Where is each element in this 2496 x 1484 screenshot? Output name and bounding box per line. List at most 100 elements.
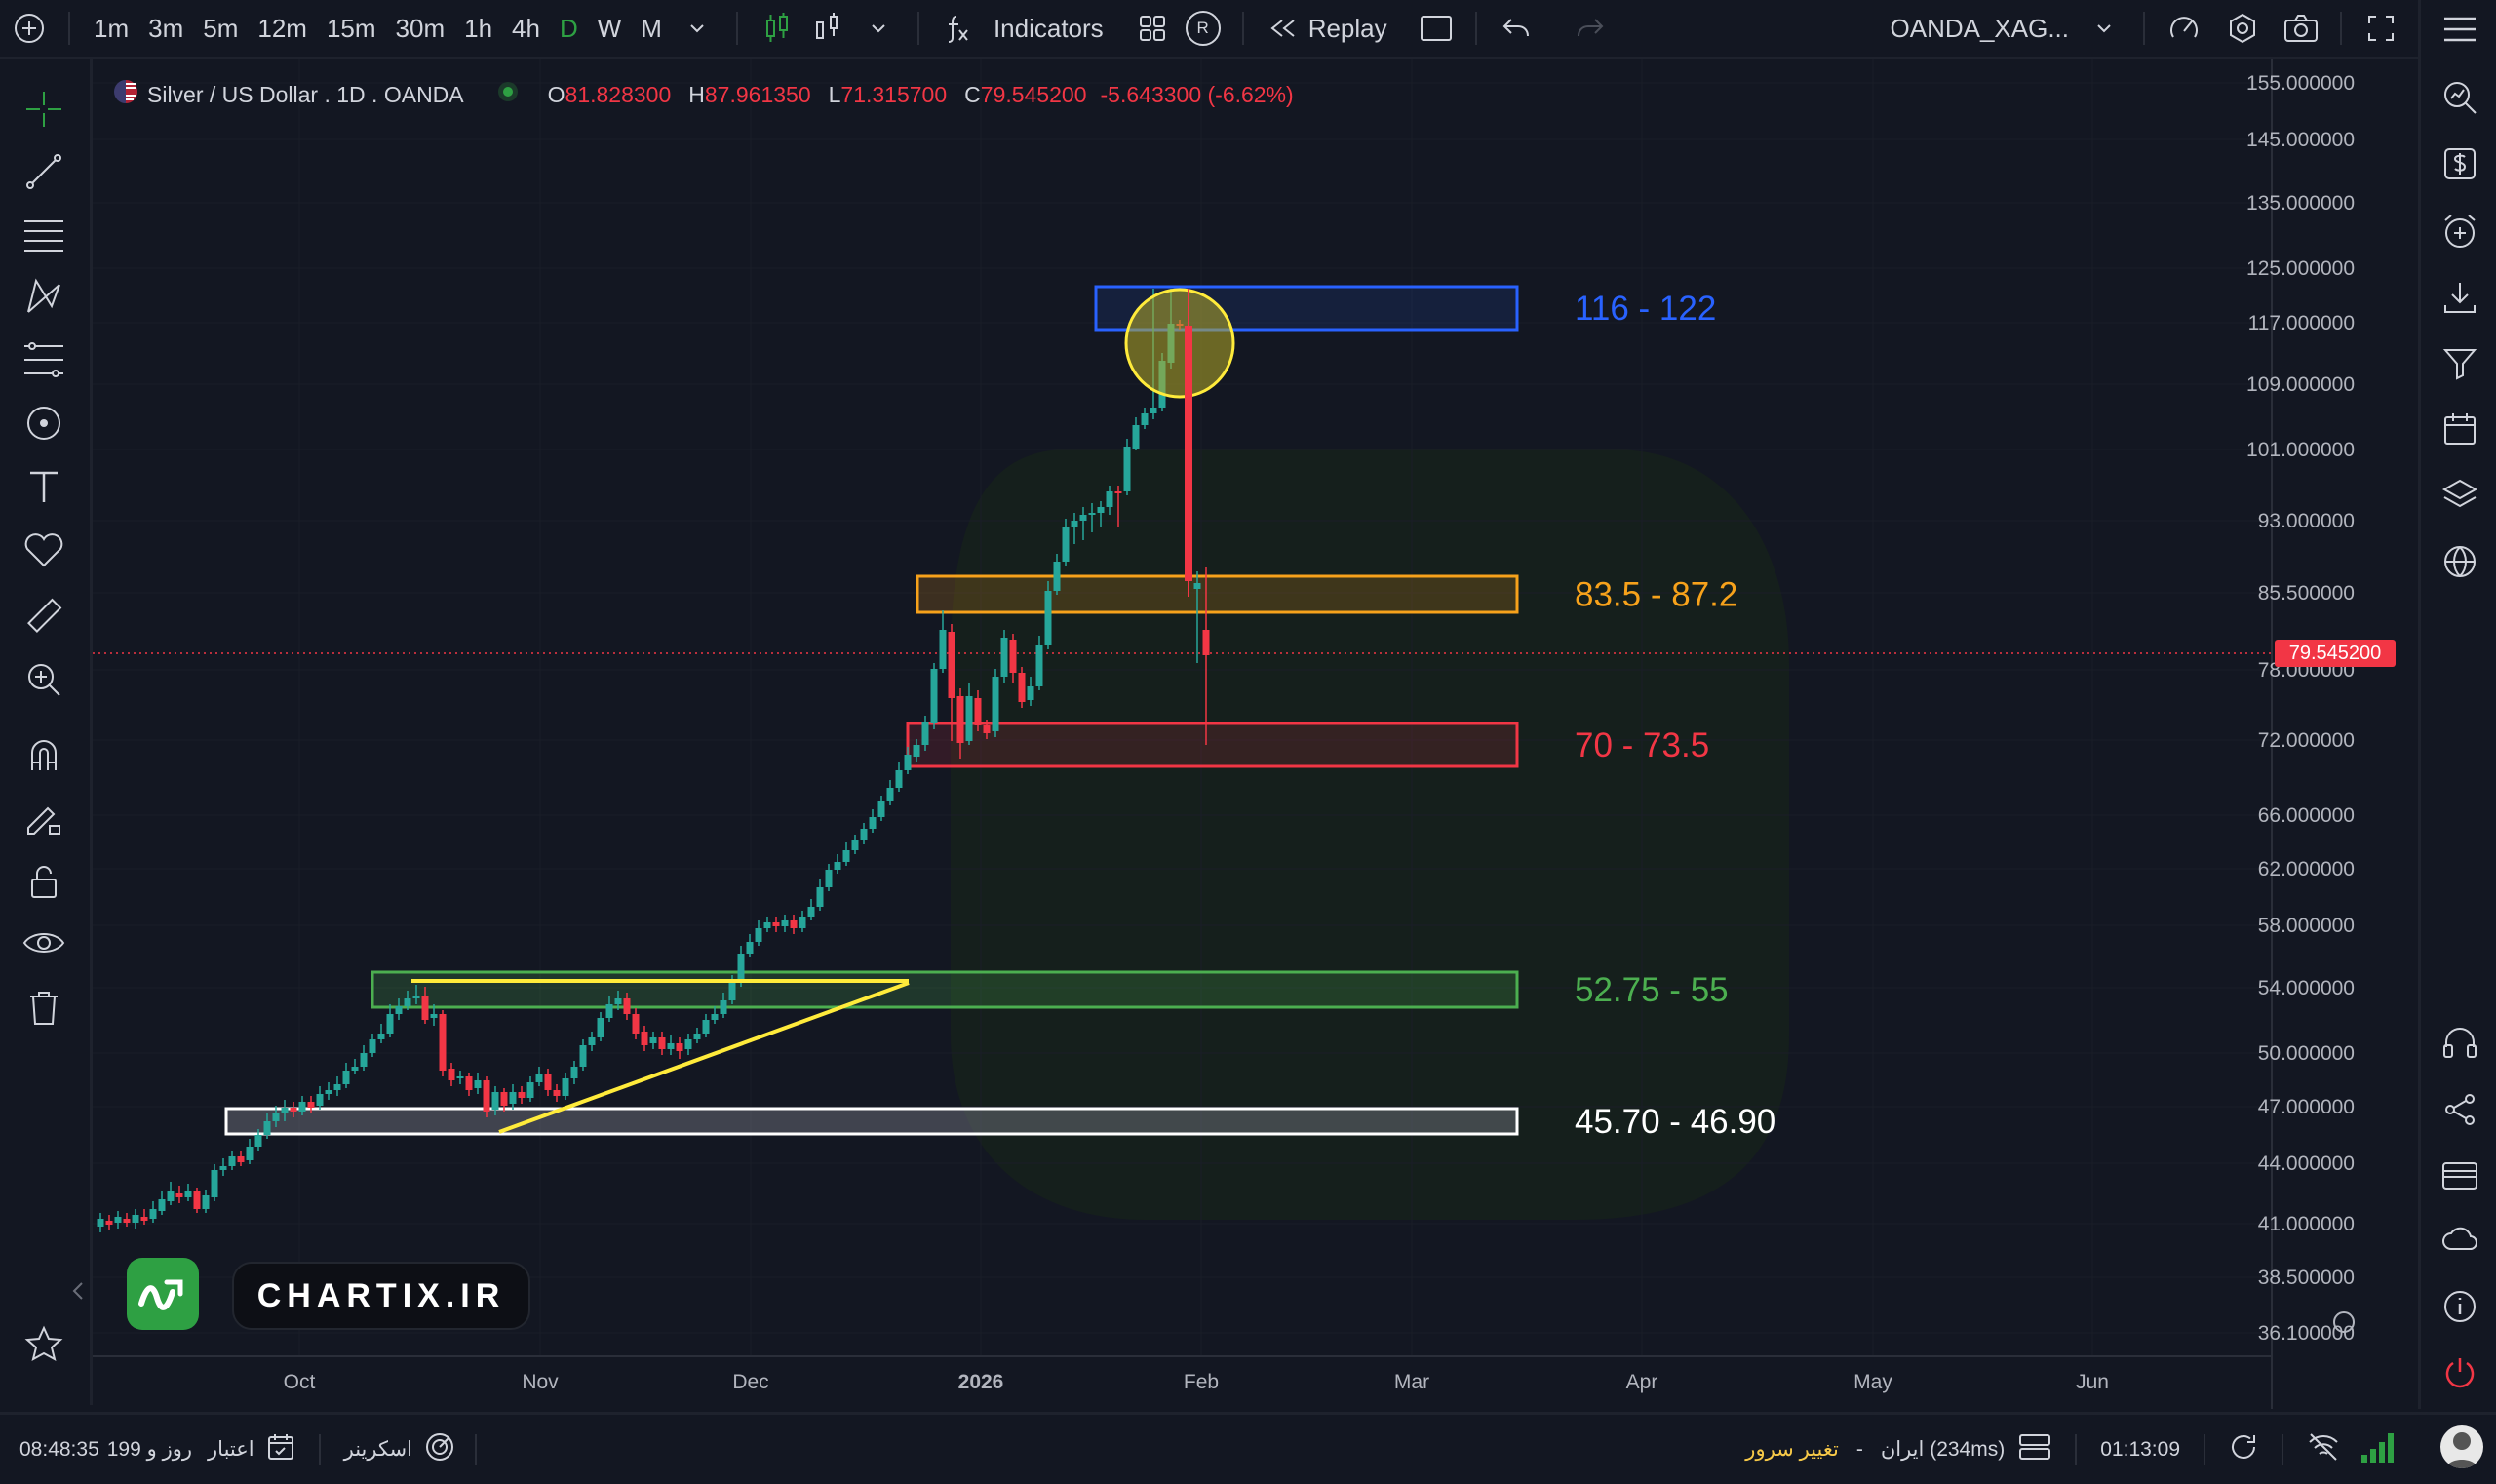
radar-icon[interactable] (424, 1431, 455, 1468)
crosshair-icon[interactable] (21, 87, 66, 132)
wifi-off-icon[interactable] (2307, 1432, 2340, 1467)
tf-w[interactable]: W (597, 13, 622, 43)
symbol-select[interactable]: OANDA_XAG... (1890, 13, 2070, 43)
price-axis-label: 109.000000 (2246, 373, 2355, 396)
price-axis-label: 36.100000 (2258, 1322, 2355, 1345)
globe-icon[interactable] (2438, 540, 2481, 583)
candle-body (904, 755, 912, 770)
bars-icon[interactable] (808, 9, 847, 48)
layers-icon[interactable] (2438, 474, 2481, 517)
r-badge[interactable]: R (1184, 9, 1223, 48)
chevron-down-icon[interactable] (678, 9, 717, 48)
signal-bars-icon[interactable] (2360, 1429, 2398, 1470)
chart-canvas[interactable]: 155.000000 145.000000 135.000000 125.000000… (93, 59, 2418, 1409)
price-axis-label: 41.000000 (2258, 1213, 2355, 1235)
price-axis-label: 58.000000 (2258, 915, 2355, 937)
tf-1h[interactable]: 1h (464, 13, 493, 43)
lock-icon[interactable] (21, 859, 66, 904)
share-icon[interactable] (2438, 1088, 2481, 1131)
search-analytics-icon[interactable] (2438, 76, 2481, 119)
chevron-down-icon[interactable] (859, 9, 898, 48)
chart-area[interactable]: 155.000000 145.000000 135.000000 125.000000… (93, 59, 2418, 1409)
zoom-in-icon[interactable] (21, 657, 66, 702)
candle-body (1079, 515, 1087, 521)
undo-icon[interactable] (1497, 9, 1536, 48)
candles-icon[interactable] (758, 9, 797, 48)
time-axis-label: Apr (1626, 1371, 1658, 1393)
ruler-icon[interactable] (21, 594, 66, 639)
tf-15m[interactable]: 15m (326, 13, 376, 43)
user-avatar[interactable] (2440, 1425, 2483, 1468)
candle-body (623, 998, 631, 1014)
indicators-button[interactable]: Indicators (993, 13, 1104, 43)
headset-icon[interactable] (2438, 1022, 2481, 1065)
candle-body (570, 1067, 578, 1078)
tf-d[interactable]: D (559, 13, 578, 43)
replay-button[interactable]: Replay (1307, 13, 1387, 43)
time-axis-label: Dec (732, 1371, 768, 1393)
candle-body (474, 1080, 482, 1088)
candle-body (263, 1121, 271, 1135)
change-server-link[interactable]: تغییر سرور (1745, 1438, 1839, 1461)
menu-icon[interactable] (2438, 8, 2481, 51)
tf-1m[interactable]: 1m (94, 13, 130, 43)
screener-button[interactable]: اسکرینر (343, 1438, 412, 1461)
candle-body (211, 1170, 218, 1197)
calendar-icon[interactable] (2438, 408, 2481, 450)
filter-icon[interactable] (2438, 341, 2481, 384)
tf-30m[interactable]: 30m (395, 13, 446, 43)
card-icon[interactable] (2438, 1154, 2481, 1197)
tf-5m[interactable]: 5m (203, 13, 239, 43)
candle-body (132, 1215, 139, 1223)
fullscreen-icon[interactable] (2361, 9, 2400, 48)
candle-body (167, 1191, 175, 1201)
candle-body (1035, 645, 1043, 686)
settings-gear-icon[interactable] (2223, 9, 2262, 48)
tf-m[interactable]: M (641, 13, 662, 43)
candle-body (105, 1221, 113, 1225)
candle-body (149, 1209, 157, 1219)
trend-line-icon[interactable] (21, 149, 66, 194)
refresh-icon[interactable] (2229, 1432, 2258, 1467)
cloud-sync-icon[interactable] (2438, 1219, 2481, 1262)
add-symbol-icon[interactable] (10, 9, 49, 48)
star-icon[interactable] (21, 1322, 66, 1367)
fx-icon[interactable] (939, 9, 978, 48)
server-icon[interactable] (2018, 1432, 2051, 1467)
replay-icon[interactable] (1264, 9, 1303, 48)
symbol-title[interactable]: Silver / US Dollar . 1D . OANDA (147, 81, 464, 107)
horizontal-lines-icon[interactable] (21, 213, 66, 257)
rectangle-icon[interactable] (1417, 9, 1456, 48)
speed-icon[interactable] (2164, 9, 2204, 48)
layout-grid-icon[interactable] (1133, 9, 1172, 48)
info-icon[interactable] (2438, 1285, 2481, 1328)
download-icon[interactable] (2438, 276, 2481, 319)
magnet-icon[interactable] (21, 732, 66, 777)
power-icon[interactable] (2438, 1351, 2481, 1394)
text-icon[interactable] (21, 464, 66, 509)
tf-4h[interactable]: 4h (512, 13, 540, 43)
candle-body (579, 1045, 587, 1067)
candle-body (1193, 583, 1201, 589)
chevron-down-icon[interactable] (2085, 9, 2124, 48)
pencil-lock-icon[interactable] (21, 796, 66, 840)
candle-body (1027, 686, 1034, 700)
trash-icon[interactable] (21, 986, 66, 1031)
price-axis-label: 93.000000 (2258, 510, 2355, 532)
pattern-icon[interactable] (21, 274, 66, 319)
camera-icon[interactable] (2282, 9, 2320, 48)
fib-icon[interactable] (21, 337, 66, 382)
redo-icon[interactable] (1571, 9, 1610, 48)
collapse-chevron-icon[interactable] (68, 1269, 88, 1313)
alarm-add-icon[interactable] (2438, 210, 2481, 253)
dollar-icon[interactable] (2438, 142, 2481, 185)
tf-12m[interactable]: 12m (257, 13, 307, 43)
heart-icon[interactable] (21, 527, 66, 572)
candle-body (254, 1135, 262, 1147)
candle-body (816, 887, 824, 907)
high-key: H (688, 81, 705, 107)
brush-circle-icon[interactable] (21, 401, 66, 446)
tf-3m[interactable]: 3m (148, 13, 184, 43)
eye-icon[interactable] (21, 922, 66, 967)
calendar-check-icon[interactable] (266, 1432, 295, 1467)
